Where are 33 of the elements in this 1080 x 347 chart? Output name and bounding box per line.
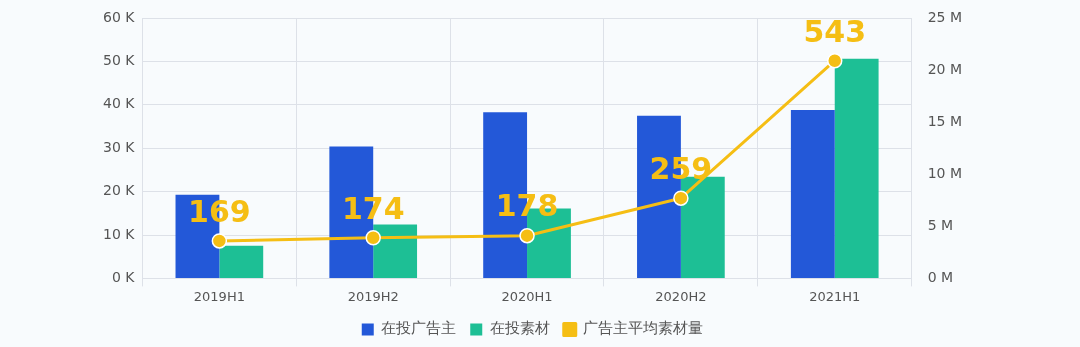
x-tick-label: 2021H1 — [809, 288, 861, 304]
y-tick-label: 50 K — [102, 52, 136, 69]
bar — [834, 58, 879, 278]
legend-label: 在投广告主 — [381, 319, 457, 338]
y2-tick-label: 15 M — [927, 112, 962, 129]
x-tick-label: 2020H2 — [655, 288, 707, 304]
y2-tick-label: 0 M — [927, 269, 954, 286]
y2-tick-label: 5 M — [927, 216, 954, 233]
point — [365, 230, 381, 246]
legend-label: 广告主平均素材量 — [583, 319, 704, 338]
y-tick-label: 10 K — [102, 225, 136, 242]
point — [519, 227, 535, 244]
y-tick-label: 40 K — [102, 95, 136, 112]
bar — [373, 224, 418, 278]
x-tick-label: 2019H2 — [347, 288, 399, 304]
legend-label: 在投素材 — [489, 319, 550, 338]
y2-tick-label: 10 M — [927, 164, 962, 181]
bar — [219, 245, 264, 278]
y2-tick-label: 20 M — [927, 60, 962, 77]
point — [826, 52, 843, 69]
annotation: 543 — [803, 13, 867, 49]
annotation: 178 — [495, 188, 559, 224]
y-tick-label: 30 K — [102, 138, 136, 155]
bar — [790, 110, 835, 278]
y-tick-label: 20 K — [102, 182, 136, 199]
point — [673, 190, 689, 206]
y-tick-label: 60 K — [102, 8, 136, 25]
x-tick-label: 2020H1 — [501, 288, 553, 304]
x-tick-label: 2019H1 — [193, 288, 245, 304]
annotation: 259 — [649, 150, 713, 186]
y-tick-label: 0 K — [111, 269, 136, 286]
y2-tick-label: 25 M — [927, 8, 962, 25]
point — [211, 233, 228, 249]
